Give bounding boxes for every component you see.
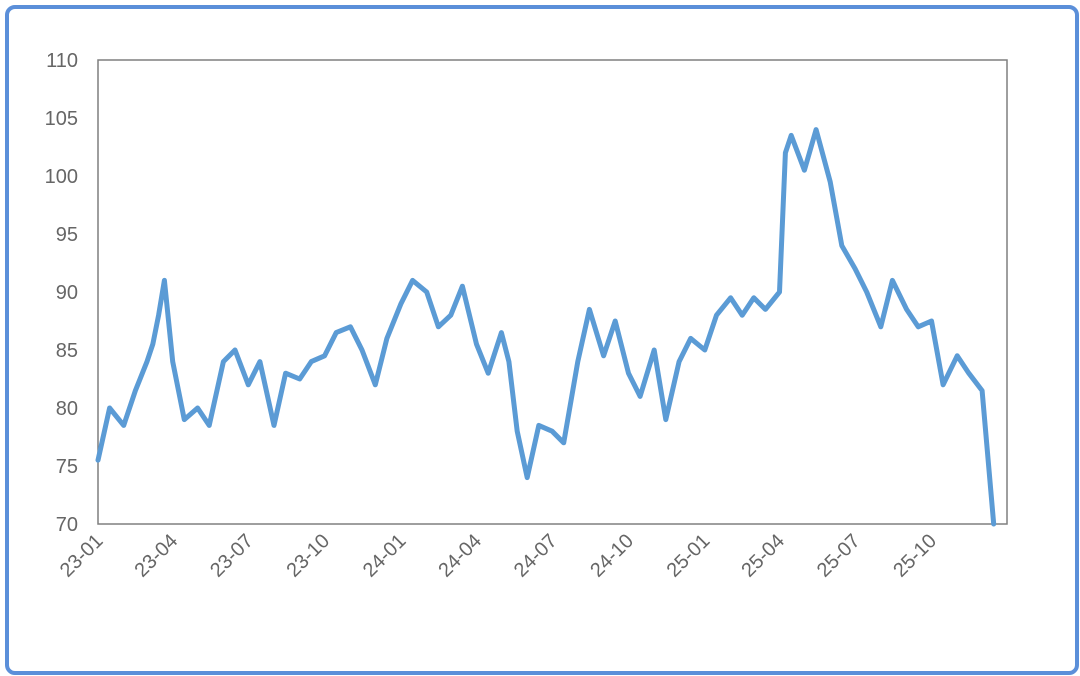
y-tick-label: 70	[56, 514, 78, 536]
x-tick-label: 25-10	[889, 530, 941, 582]
x-tick-label: 23-10	[282, 530, 334, 582]
chart-frame	[5, 5, 1079, 675]
x-tick-label: 24-07	[510, 530, 562, 582]
x-tick-label: 23-01	[56, 530, 108, 582]
y-tick-label: 110	[46, 50, 78, 72]
y-tick-label: 95	[56, 224, 78, 246]
y-tick-label: 90	[56, 282, 78, 304]
series-line	[95, 127, 997, 527]
x-tick-label: 25-07	[813, 530, 865, 582]
y-tick-label: 85	[56, 340, 78, 362]
x-tick-label: 23-04	[131, 530, 183, 582]
y-tick-label: 80	[56, 398, 78, 420]
x-tick-label: 25-01	[663, 530, 715, 582]
x-tick-label: 23-07	[206, 530, 258, 582]
y-tick-label: 100	[45, 166, 78, 188]
plot-area	[97, 59, 1008, 525]
y-axis-ticks: 70 75 80 85 90 95 100 105 110	[45, 50, 78, 536]
x-tick-label: 24-01	[359, 530, 411, 582]
x-axis-ticks: 23-01 23-04 23-07 23-10 24-01 24-04 24-07 24-10…	[56, 530, 941, 582]
x-tick-label: 24-10	[586, 530, 638, 582]
series-group	[95, 127, 997, 527]
y-tick-label: 105	[45, 108, 78, 130]
x-tick-label: 25-04	[737, 530, 789, 582]
x-tick-label: 24-04	[434, 530, 486, 582]
y-tick-label: 75	[56, 456, 78, 478]
